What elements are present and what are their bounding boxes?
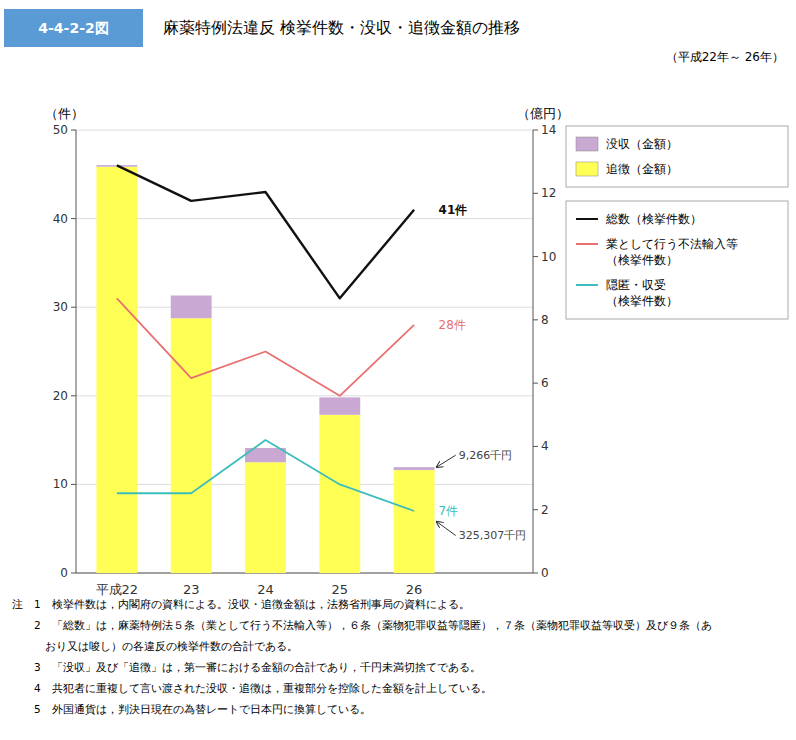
- legend-label-line: 追徴（金額）: [606, 162, 678, 176]
- marks: [96, 165, 434, 573]
- x-tick-label: 23: [183, 582, 200, 597]
- y2-tick-label: 0: [541, 566, 549, 580]
- grid-line: [76, 484, 533, 485]
- x-tick-label: 26: [406, 582, 423, 597]
- legend-swatch: [576, 284, 598, 286]
- note: おり又は唆し）の各違反の検挙件数の合計である。: [12, 640, 298, 652]
- y-tick-label: 10: [53, 477, 68, 491]
- legend-label-line: （検挙件数）: [606, 294, 678, 308]
- y2-tick-label: 14: [541, 123, 556, 137]
- legend-label-line: 業として行う不法輸入等: [606, 237, 738, 251]
- y-tick: [71, 130, 76, 131]
- x-tick-label: 24: [257, 582, 274, 597]
- chart: 4-4-2-2図 麻薬特例法違反 検挙件数・没収・追徴金額の推移 （平成22年～ 2…: [0, 0, 796, 740]
- bar: [319, 397, 360, 414]
- y-tick-label: 0: [60, 566, 68, 580]
- y2-tick: [533, 573, 538, 574]
- annotation: 41件: [439, 203, 468, 217]
- note: 2 「総数」は，麻薬特例法５条（業として行う不法輸入等），６条（薬物犯罪収益等隠…: [12, 619, 712, 632]
- y2-axis-line: [533, 130, 534, 573]
- y-axis-label: （件）: [45, 106, 84, 121]
- bar: [394, 467, 435, 470]
- y-tick: [71, 307, 76, 308]
- legend-label-line: （検挙件数）: [606, 253, 678, 267]
- legend-label: 追徴（金額）: [606, 162, 678, 176]
- legend-swatch: [576, 243, 598, 245]
- bar: [394, 470, 435, 573]
- y2-tick-label: 12: [541, 186, 556, 200]
- legend-box: [566, 126, 788, 187]
- annotation: 325,307千円: [459, 529, 526, 542]
- y2-tick-label: 4: [541, 439, 549, 453]
- x-axis-line: [76, 573, 533, 574]
- line: [117, 440, 414, 511]
- bar: [96, 167, 137, 573]
- annotation-arrow: [437, 455, 456, 467]
- grid-line: [76, 395, 533, 396]
- annotations: 41件 28件 7件 9,266千円 325,307千円: [437, 203, 527, 542]
- legend-label-line: 没収（金額）: [606, 137, 678, 151]
- legend-label: 総数（検挙件数）: [605, 212, 702, 226]
- annotation-arrow: [437, 522, 456, 536]
- y2-tick-label: 8: [541, 313, 549, 327]
- y2-tick-label: 2: [541, 503, 549, 517]
- y2-tick: [533, 256, 538, 257]
- y2-tick: [533, 130, 538, 131]
- line: [117, 298, 414, 395]
- legend-label-line: 隠匿・収受: [606, 278, 666, 292]
- note: 5 外国通貨は，判決日現在の為替レートで日本円に換算している。: [12, 703, 371, 715]
- legend-label: 没収（金額）: [606, 137, 678, 151]
- y2-tick: [533, 509, 538, 510]
- notes: 注 1 検挙件数は，内閣府の資料による。没収・追徴金額は，法務省刑事局の資料によ…: [12, 598, 712, 715]
- y2-tick-label: 6: [541, 376, 549, 390]
- line: [117, 165, 414, 298]
- y-tick-label: 40: [53, 212, 68, 226]
- y-tick-label: 20: [53, 389, 68, 403]
- y-tick: [71, 218, 76, 219]
- y2-tick-label: 10: [541, 250, 556, 264]
- legend: 没収（金額）追徴（金額）総数（検挙件数）業として行う不法輸入等（検挙件数）隠匿・…: [566, 126, 788, 319]
- bar: [171, 295, 212, 318]
- y2-tick: [533, 193, 538, 194]
- legend-swatch: [576, 137, 598, 151]
- subtitle: （平成22年～ 26年）: [666, 50, 784, 64]
- bar: [319, 415, 360, 573]
- y-tick-label: 30: [53, 300, 68, 314]
- grid-line: [76, 130, 533, 131]
- note: 4 共犯者に重複して言い渡された没収・追徴は，重複部分を控除した金額を計上してい…: [12, 682, 492, 694]
- x-tick-label: 25: [332, 582, 349, 597]
- y-axis-line: [76, 130, 77, 573]
- y-tick-label: 50: [53, 123, 68, 137]
- annotation: 28件: [439, 318, 466, 332]
- grid-line: [76, 307, 533, 308]
- annotation: 9,266千円: [459, 449, 512, 462]
- x-tick-label: 平成22: [96, 582, 139, 597]
- y-tick: [71, 395, 76, 396]
- bar: [171, 318, 212, 573]
- header: 4-4-2-2図: [38, 20, 108, 36]
- legend-swatch: [576, 162, 598, 176]
- y2-tick: [533, 446, 538, 447]
- note: 3 「没収」及び「追徴」は，第一審における金額の合計であり，千円未満切捨てである…: [12, 661, 481, 674]
- annotation: 7件: [439, 504, 459, 518]
- title: 麻薬特例法違反 検挙件数・没収・追徴金額の推移: [163, 18, 520, 37]
- axes: 0102030405002468101214平成2223242526（件）（億円…: [45, 106, 570, 597]
- legend-label: 隠匿・収受 （検挙件数）: [606, 278, 678, 308]
- bar: [245, 462, 286, 573]
- y2-tick: [533, 383, 538, 384]
- y2-axis-label: （億円）: [517, 106, 569, 121]
- note: 注 1 検挙件数は，内閣府の資料による。没収・追徴金額は，法務省刑事局の資料によ…: [12, 598, 470, 610]
- grid-line: [76, 573, 533, 574]
- header-box: [4, 9, 143, 47]
- grid-line: [76, 218, 533, 219]
- y-tick: [71, 573, 76, 574]
- legend-label-line: 総数（検挙件数）: [605, 212, 702, 226]
- legend-swatch: [576, 218, 598, 220]
- legend-label: 業として行う不法輸入等 （検挙件数）: [606, 237, 738, 267]
- y2-tick: [533, 319, 538, 320]
- y-tick: [71, 484, 76, 485]
- legend-box: [566, 201, 788, 319]
